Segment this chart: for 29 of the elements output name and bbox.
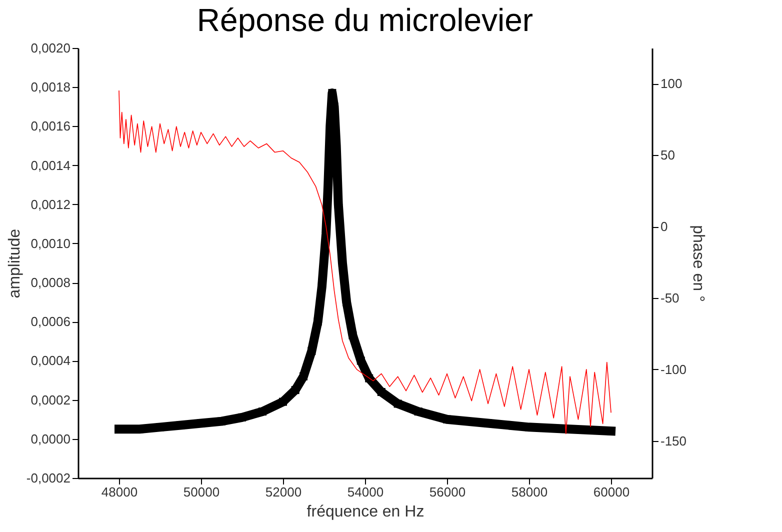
y-tick-label: 0,0006 <box>30 314 70 330</box>
y-tick-label: 0,0004 <box>30 353 70 368</box>
chart-title: Réponse du microlevier <box>196 2 534 38</box>
x-tick-label: 52000 <box>265 484 302 500</box>
y-tick-label: 0,0002 <box>30 392 70 408</box>
y-tick-label: 0,0018 <box>30 80 70 95</box>
y-tick-label: 0,0010 <box>30 236 70 251</box>
x-tick-label: 56000 <box>429 484 466 500</box>
y-tick-label: 0,0008 <box>30 275 70 290</box>
y2-tick-label: -50 <box>660 290 680 306</box>
y-tick-label: 0,0016 <box>30 118 70 134</box>
x-tick-label: 50000 <box>183 484 220 500</box>
y-tick-label: 0,0012 <box>30 196 70 212</box>
y2-tick-label: 0 <box>660 219 668 234</box>
y-tick-label: 0,0020 <box>30 40 70 56</box>
x-tick-label: 48000 <box>101 484 138 500</box>
y-tick-label: 0,0014 <box>30 158 70 173</box>
y2-tick-label: 100 <box>660 76 682 92</box>
y2-tick-label: -150 <box>660 433 687 448</box>
y-tick-label: 0,0000 <box>30 431 70 446</box>
y2-axis-title: phase en ° <box>690 225 707 302</box>
y-tick-label: -0,0002 <box>26 470 70 486</box>
y2-tick-label: 50 <box>660 148 675 163</box>
x-axis-title: fréquence en Hz <box>306 504 424 520</box>
y2-tick-label: -100 <box>660 362 687 377</box>
x-tick-label: 54000 <box>347 484 384 500</box>
x-tick-label: 58000 <box>511 484 548 500</box>
x-tick-label: 60000 <box>593 484 630 500</box>
y-axis-title: amplitude <box>6 228 24 298</box>
